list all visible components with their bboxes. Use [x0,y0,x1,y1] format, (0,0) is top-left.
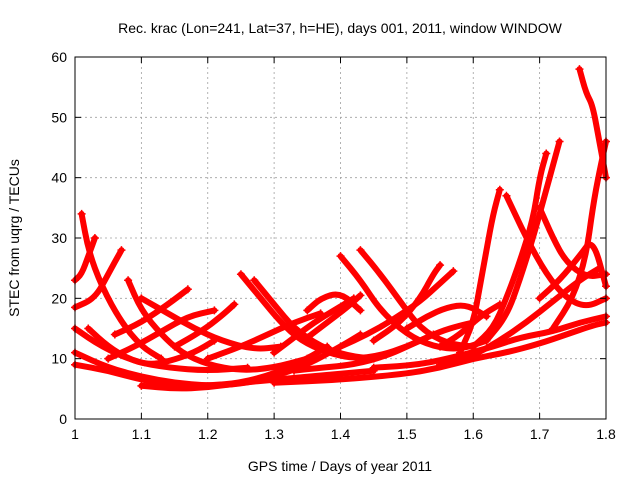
y-tick-label: 40 [51,170,67,186]
stec-track-16-marker-1 [356,291,365,300]
stec-track-11 [171,301,238,350]
x-tick-label: 1.4 [331,426,351,442]
stec-track-9-marker-1 [303,354,312,363]
stec-track-23-marker-0 [402,324,411,333]
y-tick-label: 20 [51,290,67,306]
y-tick-label: 50 [51,109,67,125]
stec-track-22 [370,262,444,344]
stec-track-17 [304,291,364,314]
y-tick-label: 60 [51,49,67,65]
grid [75,57,606,419]
stec-track-30-marker-1 [555,137,564,146]
stec-track-29-marker-0 [469,342,478,351]
x-tick-label: 1.6 [464,426,484,442]
stec-track-29-marker-1 [542,149,551,158]
stec-track-22-marker-1 [436,261,445,270]
y-tick-label: 10 [51,351,67,367]
stec-track-11-marker-0 [170,342,179,351]
stec-track-2 [72,247,125,311]
stec-track-14-marker-0 [250,276,259,285]
stec-track-9-marker-0 [124,276,133,285]
x-tick-label: 1.5 [397,426,417,442]
stec-track-29 [470,150,550,350]
stec-track-10 [138,295,284,352]
x-tick-label: 1.3 [264,426,284,442]
stec-track-34-marker-0 [575,65,584,74]
stec-track-27-marker-0 [436,360,445,369]
stec-track-8-marker-1 [183,285,192,294]
stec-track-35-marker-0 [535,294,544,303]
stec-track-21-marker-1 [449,267,458,276]
stec-track-13-marker-0 [236,270,245,279]
x-axis-label: GPS time / Days of year 2011 [248,458,432,474]
stec-track-24-marker-0 [436,342,445,351]
stec-track-16-marker-0 [303,333,312,342]
stec-track-17-marker-1 [356,306,365,315]
y-tick-label: 30 [51,230,67,246]
x-tick-label: 1.2 [198,426,218,442]
stec-track-23 [403,302,490,332]
stec-track-33-marker-0 [548,324,557,333]
stec-track-36-marker-1 [369,366,378,375]
stec-track-35 [536,241,609,302]
stec-track-32-marker-0 [535,203,544,212]
stec-track-22-marker-0 [369,336,378,345]
stec-track-0-marker-1 [90,234,99,242]
stec-track-1-marker-0 [77,209,86,218]
stec-track-20-marker-0 [290,366,299,375]
stec-track-30 [483,138,563,344]
stec-track-7-marker-0 [104,354,113,363]
stec-track-28 [457,186,503,356]
x-tick-labels: 1 1.1 1.2 1.3 1.4 1.5 1.6 1.7 1.8 [71,426,616,442]
stec-track-32 [536,204,609,279]
stec-track-18 [337,253,490,352]
stec-track-8 [111,286,191,338]
stec-track-11-marker-1 [230,300,239,309]
stec-track-20 [291,319,477,374]
x-tick-label: 1.8 [596,426,616,442]
stec-track-33 [549,138,609,332]
stec-track-36-marker-0 [137,381,146,390]
x-tick-label: 1.7 [530,426,550,442]
stec-track-26 [370,313,609,371]
stec-track-21-marker-0 [336,342,345,351]
stec-track-19-marker-0 [356,246,365,255]
stec-track-31-marker-0 [502,191,511,200]
x-tick-label: 1.1 [132,426,152,442]
stec-track-15 [271,295,357,356]
stec-track-9 [125,277,311,373]
stec-track-28-marker-0 [455,348,464,357]
stec-track-34 [576,66,609,181]
y-tick-label: 0 [59,411,67,427]
stec-track-30-marker-0 [482,336,491,345]
stec-track-18-marker-0 [336,252,345,261]
stec-track-7-marker-1 [210,306,219,315]
stec-track-12 [204,310,324,362]
stec-track-2-marker-1 [117,246,126,255]
stec-track-27 [437,265,603,368]
chart-title: Rec. krac (Lon=241, Lat=37, h=HE), days … [118,20,562,36]
x-tick-label: 1 [71,426,79,442]
stec-track-36 [138,367,377,392]
stec-track-17-marker-0 [303,306,312,315]
stec-track-10-marker-0 [137,294,146,303]
stec-track-12-marker-0 [203,354,212,363]
stec-track-6-marker-0 [84,324,93,333]
y-axis-label: STEC from uqrg / TECUs [6,159,22,317]
stec-track-25 [271,319,609,386]
stec-track-8-marker-0 [110,330,119,339]
y-tick-labels: 0 10 20 30 40 50 60 [51,49,67,427]
axis-ticks [74,56,607,420]
stec-track-15-marker-0 [270,348,279,357]
stec-track-28-marker-1 [495,185,504,194]
